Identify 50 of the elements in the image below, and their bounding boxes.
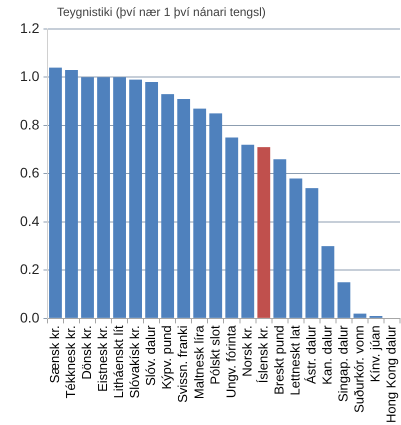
- x-tick-label: Singap. dalur: [335, 324, 350, 402]
- bar: [225, 138, 238, 318]
- y-tick-label: 0.6: [20, 164, 40, 181]
- x-tick-label: Ungv. fórinta: [223, 324, 238, 398]
- bar: [305, 188, 318, 318]
- bar: [321, 246, 334, 318]
- y-tick-label: 0.4: [20, 212, 40, 229]
- x-tick-label: Hong Kong dalur: [384, 324, 399, 424]
- bar: [81, 77, 94, 318]
- bar: [257, 147, 270, 318]
- x-tick-label: Litháenskt lít: [111, 325, 126, 398]
- x-tick-label: Slóvakísk kr.: [127, 325, 142, 398]
- y-tick-label: 1.2: [20, 20, 40, 36]
- bar: [65, 70, 78, 318]
- x-tick-label: Breskt pund: [271, 325, 286, 395]
- bar: [289, 178, 302, 318]
- bar: [49, 68, 62, 318]
- x-tick-label: Kan. dalur: [319, 324, 334, 385]
- x-tick-label: Pólskt slot: [207, 325, 222, 385]
- y-tick-label: 0.2: [20, 261, 40, 278]
- bar: [113, 77, 126, 318]
- x-tick-label: Svissn. franki: [175, 325, 190, 403]
- x-tick-label: Kýpv. pund: [159, 325, 174, 390]
- x-tick-label: Kínv. júan: [368, 325, 383, 382]
- bar: [241, 144, 254, 318]
- x-tick-label: Íslensk kr.: [255, 325, 270, 384]
- x-tick-label: Suðurkór. vonn: [352, 325, 367, 413]
- y-tick-label: 1.0: [20, 68, 40, 84]
- bar: [354, 314, 366, 318]
- x-tick-label: Slóv. dalur: [143, 324, 158, 386]
- x-tick-label: Tékknesk kr.: [63, 325, 78, 398]
- bar: [338, 282, 350, 318]
- x-tick-label: Dönsk kr.: [79, 325, 94, 380]
- bar: [97, 77, 110, 318]
- bar: [161, 94, 174, 318]
- chart-title: Teygnistiki (því nær 1 því nánari tengsl): [57, 5, 266, 19]
- bar: [145, 82, 158, 318]
- x-tick-label: Lettneskt lat: [287, 325, 302, 396]
- x-tick-label: Norsk kr.: [239, 325, 254, 377]
- bar: [209, 113, 222, 318]
- x-tick-label: Ástr. dalur: [303, 324, 318, 384]
- x-tick-label: Eistnesk kr.: [95, 325, 110, 392]
- bar: [129, 80, 142, 318]
- y-tick-label: 0.8: [20, 116, 40, 132]
- y-tick-label: 0.0: [20, 309, 40, 326]
- x-tick-label: Sænsk kr.: [47, 325, 62, 384]
- bar: [193, 108, 206, 318]
- bar: [273, 159, 286, 318]
- bar: [177, 98, 190, 318]
- x-tick-label: Maltnesk líra: [191, 324, 206, 400]
